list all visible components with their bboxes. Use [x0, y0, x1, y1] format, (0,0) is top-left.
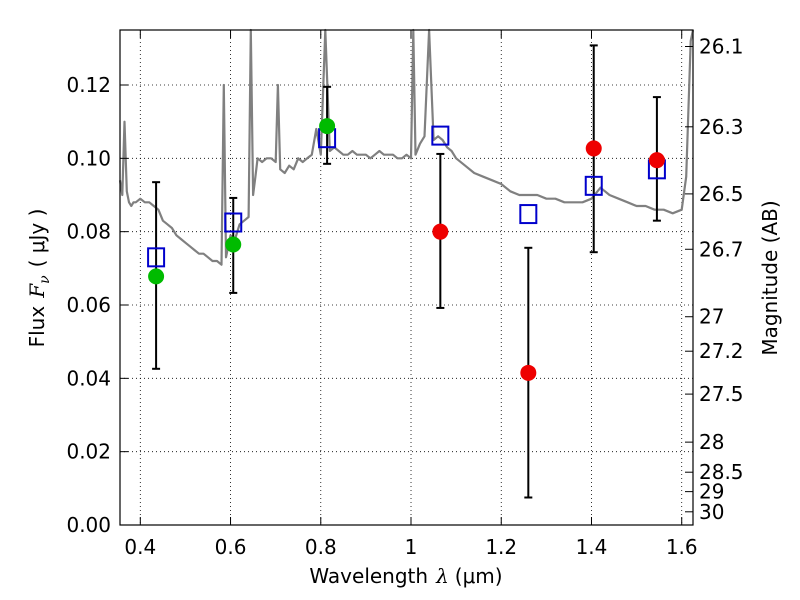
observed-point — [585, 140, 602, 157]
magnitude-tick-label: 28 — [699, 430, 724, 454]
magnitude-tick-label: 28.5 — [699, 460, 744, 484]
markers — [147, 118, 666, 381]
x-tick-label: 1 — [405, 535, 418, 559]
grid — [120, 30, 693, 525]
x-tick-label: 0.8 — [305, 535, 337, 559]
spectrum-line — [118, 28, 695, 266]
magnitude-tick-label: 26.1 — [699, 35, 744, 59]
x-tick-label: 0.4 — [124, 535, 156, 559]
magnitude-tick-label: 30 — [699, 500, 724, 524]
model-square-marker — [147, 247, 166, 268]
x-tick-label: 1.4 — [576, 535, 608, 559]
observed-point — [520, 364, 537, 381]
observed-point — [432, 223, 449, 240]
observed-point — [648, 152, 665, 169]
model-spectrum — [118, 28, 695, 266]
y-tick-label: 0.06 — [66, 293, 111, 317]
y-tick-label: 0.00 — [66, 513, 111, 537]
ticks — [120, 30, 693, 526]
magnitude-tick-label: 27 — [699, 305, 724, 329]
model-square-marker — [224, 212, 243, 233]
y-tick-labels: 0.00 0.02 0.04 0.06 0.08 0.10 0.12 — [66, 73, 111, 537]
magnitude-tick-label: 27.5 — [699, 382, 744, 406]
y-tick-label: 0.12 — [66, 73, 111, 97]
magnitude-axis-label: Magnitude (AB) — [758, 200, 782, 355]
x-tick-labels: 0.4 0.6 0.8 1 1.2 1.4 1.6 — [124, 535, 697, 559]
model-square-marker — [519, 204, 538, 225]
magnitude-tick-label: 29 — [699, 480, 724, 504]
y-tick-label: 0.10 — [66, 146, 111, 170]
model-square-marker — [584, 175, 603, 196]
magnitude-tick-label: 27.2 — [699, 339, 744, 363]
y-tick-label: 0.08 — [66, 220, 111, 244]
observed-point — [225, 236, 242, 253]
magnitude-tick-label: 26.3 — [699, 115, 744, 139]
model-square-marker — [431, 125, 450, 146]
x-tick-label: 0.6 — [215, 535, 247, 559]
y-axis-label: FluxFν( μJy ) — [25, 209, 53, 348]
magnitude-tick-label: 26.7 — [699, 237, 744, 261]
y-tick-label: 0.02 — [66, 440, 111, 464]
x-tick-label: 1.2 — [485, 535, 517, 559]
y-tick-label: 0.04 — [66, 366, 111, 390]
observed-point — [319, 118, 336, 135]
x-axis-label: Wavelength λ (μm) — [309, 564, 502, 588]
plot-frame — [119, 29, 694, 526]
x-tick-label: 1.6 — [666, 535, 698, 559]
observed-point — [148, 268, 165, 285]
magnitude-tick-label: 26.5 — [699, 182, 744, 206]
